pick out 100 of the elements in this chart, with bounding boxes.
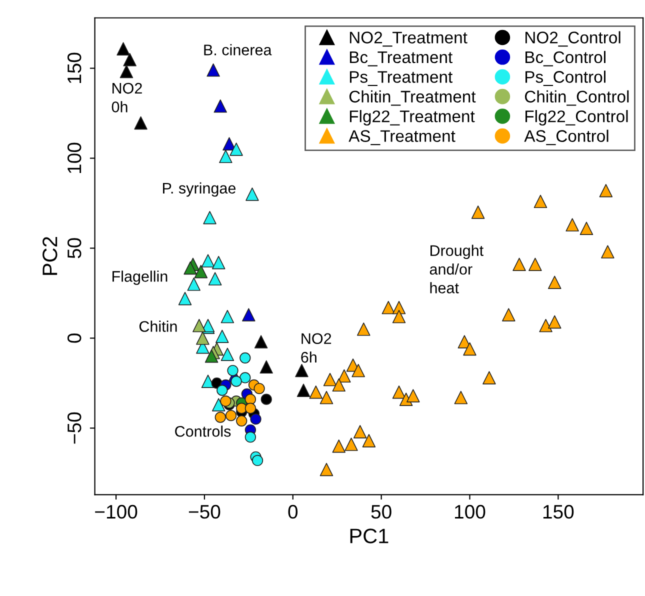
point: [471, 206, 485, 219]
annotation: Controls: [175, 426, 231, 437]
point: [357, 322, 370, 336]
legend-label: Chitin_Treatment: [349, 90, 476, 106]
point: [242, 308, 256, 322]
point: [230, 376, 242, 387]
point: [227, 364, 238, 376]
point: [296, 384, 310, 397]
point: [219, 150, 232, 164]
legend-label: Bc_Control: [525, 50, 606, 66]
annotation: P. syringae: [163, 182, 236, 197]
x-tick-label: 150: [543, 504, 574, 519]
point: [244, 432, 256, 443]
point: [353, 425, 367, 438]
y-axis-title: PC2: [42, 237, 58, 275]
point: [220, 396, 232, 407]
point: [254, 335, 268, 348]
x-tick-label: −100: [95, 504, 138, 519]
point: [120, 64, 134, 78]
legend-label: AS_Control: [524, 130, 608, 146]
point: [534, 194, 548, 208]
annotation: Drought and/or heat: [430, 244, 484, 294]
point: [260, 360, 273, 374]
point: [123, 52, 136, 66]
legend-label: Flg22_Control: [525, 110, 628, 126]
point: [332, 439, 346, 453]
point: [295, 364, 308, 378]
legend-label: Ps_Treatment: [350, 71, 453, 86]
legend-label: AS_Treatment: [348, 130, 456, 146]
point: [406, 389, 420, 402]
point: [216, 330, 229, 343]
legend-label: NO2_Treatment: [350, 32, 468, 47]
point: [214, 99, 228, 113]
point: [362, 434, 376, 448]
point: [528, 258, 542, 272]
point: [601, 245, 614, 258]
point: [220, 310, 234, 324]
point: [208, 272, 222, 286]
point: [240, 372, 251, 384]
point: [502, 308, 516, 322]
point: [566, 218, 579, 232]
point: [187, 278, 200, 291]
point: [204, 350, 218, 363]
point: [244, 394, 256, 405]
point: [212, 256, 226, 270]
point: [338, 369, 351, 383]
x-tick-label: 50: [371, 504, 392, 519]
point: [196, 332, 210, 345]
x-tick-label: 0: [288, 504, 298, 519]
point: [250, 414, 262, 425]
point: [220, 348, 234, 361]
point: [206, 63, 220, 77]
x-tick-label: 100: [455, 504, 486, 519]
point: [344, 438, 358, 451]
point: [482, 371, 496, 384]
y-tick-label: 100: [67, 142, 82, 173]
point: [225, 410, 237, 422]
y-tick-label: 150: [67, 52, 82, 83]
point: [392, 310, 406, 324]
point: [548, 276, 562, 289]
point: [599, 184, 613, 198]
point: [244, 402, 256, 414]
point: [236, 415, 248, 426]
point: [116, 42, 130, 56]
point: [392, 385, 406, 399]
point: [332, 378, 346, 392]
annotation: Flagellin: [112, 270, 168, 285]
annotation: Chitin: [139, 320, 177, 332]
point: [203, 210, 216, 224]
point: [230, 142, 243, 156]
point: [240, 352, 251, 364]
annotation: B. cinerea: [204, 44, 272, 56]
x-axis-title: PC1: [350, 528, 388, 544]
point: [201, 374, 215, 388]
point: [309, 385, 323, 399]
point: [192, 318, 206, 332]
point: [548, 315, 562, 329]
annotation: NO2 6h: [301, 333, 332, 363]
point: [194, 264, 208, 278]
point: [463, 342, 476, 356]
legend-label: Ps_Control: [525, 70, 606, 86]
y-tick-label: 50: [67, 238, 82, 258]
legend-label: Chitin_Control: [524, 90, 629, 106]
legend-label: Bc_Treatment: [350, 52, 453, 66]
point: [222, 137, 236, 150]
point: [216, 384, 228, 396]
point: [454, 390, 468, 404]
y-tick-label: −50: [67, 412, 82, 444]
point: [512, 258, 526, 272]
point: [352, 364, 365, 378]
point: [201, 254, 215, 268]
legend-label: NO2_Control: [525, 31, 620, 47]
point: [580, 222, 594, 236]
annotation: NO2 0h: [112, 82, 142, 112]
point: [134, 116, 148, 130]
legend-label: Flg22_Treatment: [350, 110, 475, 126]
point: [246, 188, 259, 201]
point: [252, 454, 264, 466]
point: [178, 292, 192, 306]
point: [212, 398, 226, 412]
